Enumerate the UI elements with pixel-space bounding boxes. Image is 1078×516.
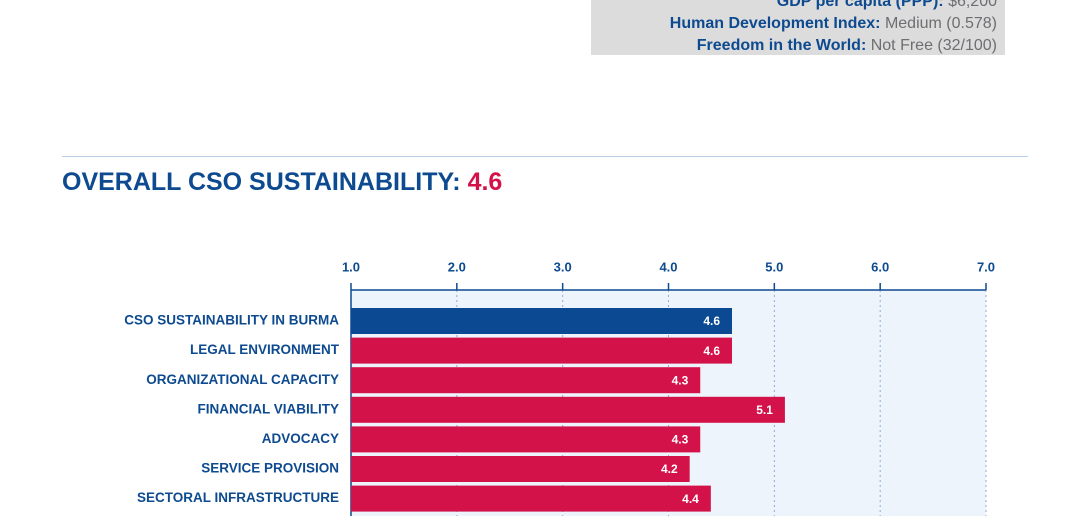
- x-tick-label: 7.0: [977, 259, 995, 274]
- bar: [351, 396, 785, 423]
- y-tick-label: ORGANIZATIONAL CAPACITY: [146, 372, 339, 387]
- info-label: GDP per capita (PPP):: [776, 0, 944, 10]
- x-tick-label: 1.0: [342, 259, 360, 274]
- y-tick-label: SERVICE PROVISION: [201, 461, 339, 476]
- x-tick-label: 4.0: [659, 259, 677, 274]
- y-tick-label: LEGAL ENVIRONMENT: [190, 342, 340, 357]
- bar-value-label: 4.2: [661, 462, 678, 476]
- x-tick-label: 3.0: [554, 259, 572, 274]
- bar: [351, 485, 711, 512]
- bar-value-label: 4.3: [672, 433, 689, 447]
- bar-value-label: 5.1: [756, 403, 773, 417]
- bar-value-label: 4.4: [682, 492, 699, 506]
- heading-score: 4.6: [467, 168, 503, 196]
- heading-label: OVERALL CSO SUSTAINABILITY:: [62, 168, 461, 196]
- info-value: Not Free (32/100): [870, 37, 997, 54]
- info-row: Human Development Index: Medium (0.578): [591, 13, 997, 35]
- info-value: Medium (0.578): [884, 15, 997, 32]
- bar-value-label: 4.6: [703, 314, 720, 328]
- info-row: Freedom in the World: Not Free (32/100): [591, 35, 997, 57]
- bar: [351, 456, 690, 482]
- info-box: GDP per capita (PPP): $6,200 Human Devel…: [591, 0, 1005, 55]
- y-tick-label: ADVOCACY: [262, 431, 339, 446]
- info-row: GDP per capita (PPP): $6,200: [591, 0, 997, 13]
- separator: [62, 156, 1028, 157]
- bar: [351, 308, 732, 334]
- y-tick-label: FINANCIAL VIABILITY: [198, 401, 340, 416]
- info-label: Freedom in the World:: [696, 37, 867, 54]
- y-tick-label: CSO SUSTAINABILITY IN BURMA: [124, 313, 339, 328]
- heading: OVERALL CSO SUSTAINABILITY: 4.6: [62, 168, 502, 197]
- bar: [351, 426, 701, 453]
- x-tick-label: 5.0: [765, 259, 783, 274]
- y-tick-label: SECTORAL INFRASTRUCTURE: [137, 490, 339, 505]
- info-label: Human Development Index:: [669, 15, 881, 32]
- bar-value-label: 4.6: [703, 344, 720, 358]
- x-tick-label: 2.0: [448, 259, 466, 274]
- bar-value-label: 4.3: [672, 373, 689, 387]
- x-tick-label: 6.0: [871, 259, 889, 274]
- info-value: $6,200: [948, 0, 997, 10]
- bar: [351, 337, 732, 364]
- bar: [351, 367, 701, 394]
